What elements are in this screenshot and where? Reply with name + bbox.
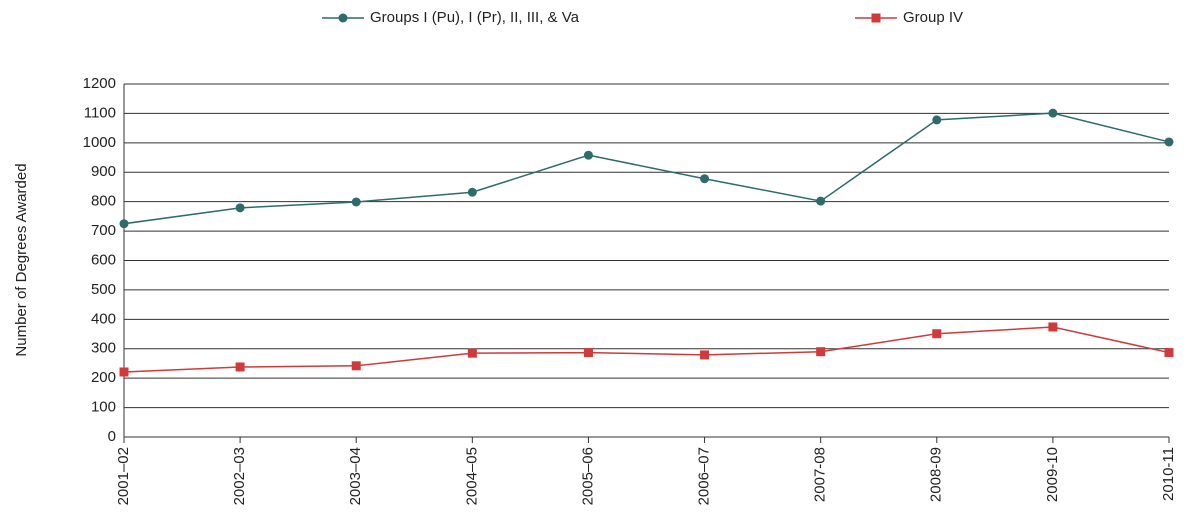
y-axis-label: Number of Degrees Awarded (13, 163, 30, 356)
x-tick-label: 2007-08 (812, 447, 829, 502)
y-tick-label: 500 (91, 281, 116, 298)
y-tick-label: 300 (91, 340, 116, 357)
legend-marker (338, 13, 348, 23)
point (1048, 108, 1058, 118)
point (119, 367, 129, 377)
legend-label: Groups I (Pu), I (Pr), II, III, & Va (370, 9, 580, 26)
y-tick-label: 1000 (83, 134, 116, 151)
point (932, 329, 942, 339)
point (583, 150, 593, 160)
x-tick-label: 2002–03 (231, 447, 248, 505)
point (1164, 348, 1174, 358)
y-tick-label: 400 (91, 310, 116, 327)
y-tick-label: 1100 (84, 104, 116, 121)
line (123, 112, 1170, 225)
point (932, 115, 942, 125)
y-tick-label: 900 (91, 163, 116, 180)
point (816, 196, 826, 206)
point (700, 174, 710, 184)
x-tick-label: 2004–05 (463, 447, 480, 505)
y-tick-label: 0 (108, 428, 116, 445)
point (467, 348, 477, 358)
y-tick-label: 800 (91, 193, 116, 210)
point (235, 203, 245, 213)
point (351, 197, 361, 207)
x-tick-label: 2010-11 (1160, 447, 1177, 501)
point (700, 350, 710, 360)
legend-label: Group IV (903, 9, 963, 26)
line (123, 326, 1170, 373)
x-tick-label: 2001–02 (115, 447, 132, 505)
point (816, 347, 826, 357)
x-tick-label: 2005–06 (579, 447, 596, 505)
y-tick-label: 1200 (83, 75, 116, 92)
point (1164, 137, 1174, 147)
x-tick-label: 2003–04 (347, 447, 364, 505)
point (351, 361, 361, 371)
point (1048, 322, 1058, 332)
y-tick-label: 100 (91, 399, 116, 416)
y-tick-label: 200 (91, 369, 116, 386)
point (583, 348, 593, 358)
point (119, 219, 129, 229)
x-tick-label: 2006–07 (696, 447, 713, 505)
y-tick-label: 700 (91, 222, 116, 239)
x-tick-label: 2009-10 (1044, 447, 1061, 502)
y-tick-label: 600 (91, 251, 116, 268)
x-tick-label: 2008-09 (928, 447, 945, 502)
point (467, 187, 477, 197)
point (235, 362, 245, 372)
legend-marker (871, 13, 881, 23)
